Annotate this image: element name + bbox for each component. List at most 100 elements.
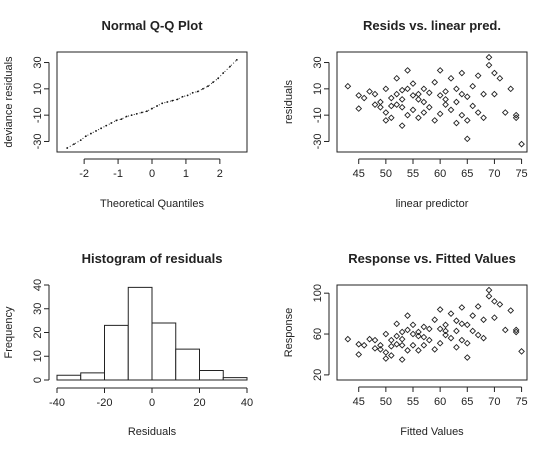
qq-point xyxy=(120,118,123,121)
scatter-point xyxy=(382,355,390,362)
histogram-bar xyxy=(151,322,177,381)
scatter-point xyxy=(480,334,487,342)
scatter-point xyxy=(393,332,401,340)
scatter-point xyxy=(474,331,482,339)
y-tick-label: 20 xyxy=(312,369,324,381)
scatter-point xyxy=(387,342,395,350)
scatter-point xyxy=(518,348,525,355)
qq-point xyxy=(166,101,169,103)
scatter-point xyxy=(425,89,433,97)
scatter-point xyxy=(371,90,379,98)
histogram-bar xyxy=(104,324,129,381)
qq-point xyxy=(95,130,97,132)
scatter-point xyxy=(512,114,520,122)
scatter-point xyxy=(458,90,466,98)
x-tick-label: 50 xyxy=(380,396,392,408)
scatter-point xyxy=(415,114,422,122)
scatter-point xyxy=(518,140,525,148)
qq-point xyxy=(161,102,164,105)
scatter-point xyxy=(398,328,406,336)
scatter-point xyxy=(404,67,411,74)
scatter-point xyxy=(436,325,444,333)
qq-point xyxy=(201,87,204,90)
scatter-point xyxy=(344,335,352,343)
y-tick-label: 60 xyxy=(312,328,324,340)
scatter-point xyxy=(453,343,460,351)
scatter-point xyxy=(409,92,417,99)
x-tick-label: -2 xyxy=(79,168,89,180)
qq-point xyxy=(217,77,220,80)
x-axis-label: linear predictor xyxy=(396,198,469,210)
scatter-point xyxy=(425,103,433,111)
scatter-point xyxy=(474,303,482,310)
scatter-point xyxy=(398,122,406,130)
scatter-point xyxy=(360,341,368,349)
scatter-point xyxy=(469,327,477,335)
y-axis-label: Frequency xyxy=(3,306,15,358)
scatter-point xyxy=(387,94,395,102)
qq-point xyxy=(105,124,108,127)
scatter-point xyxy=(447,334,455,342)
qq-point xyxy=(140,111,143,114)
scatter-point xyxy=(442,331,449,339)
scatter-point xyxy=(409,341,417,349)
scatter-point xyxy=(469,82,477,90)
qq-point xyxy=(181,95,184,98)
scatter-point xyxy=(409,330,417,338)
scatter-point xyxy=(431,78,439,86)
scatter-point xyxy=(501,109,509,116)
scatter-point xyxy=(398,335,406,343)
qq-point xyxy=(84,135,87,138)
y-tick-label: 30 xyxy=(32,303,44,315)
scatter-point xyxy=(404,347,411,354)
histogram-bar xyxy=(80,372,105,381)
scatter-point xyxy=(453,85,460,93)
scatter-point xyxy=(501,326,509,334)
x-axis-label: Fitted Values xyxy=(400,426,464,438)
scatter-point xyxy=(453,119,460,127)
scatter-point xyxy=(485,61,493,69)
scatter-point xyxy=(387,352,395,359)
scatter-point xyxy=(387,102,395,110)
scatter-point xyxy=(425,336,433,344)
scatter-point xyxy=(420,109,428,116)
x-tick-label: 20 xyxy=(193,397,205,409)
scatter-point xyxy=(382,85,390,93)
scatter-point xyxy=(436,92,444,99)
scatter-point xyxy=(474,109,482,116)
y-tick-label: 40 xyxy=(32,279,44,291)
scatter-point xyxy=(409,80,417,87)
qq-point xyxy=(135,112,138,115)
x-tick-label: -1 xyxy=(113,168,123,180)
scatter-point xyxy=(420,323,428,331)
chart-title: Normal Q-Q Plot xyxy=(101,18,203,33)
qq-point xyxy=(66,147,69,149)
scatter-point xyxy=(382,117,390,124)
scatter-point xyxy=(512,111,520,119)
scatter-point xyxy=(453,98,460,106)
histogram-bar xyxy=(199,370,224,381)
scatter-point xyxy=(366,335,373,343)
plot-frame xyxy=(336,51,528,153)
scatter-point xyxy=(415,332,422,340)
scatter-point xyxy=(387,114,395,122)
x-tick-label: -20 xyxy=(97,397,113,409)
scatter-point xyxy=(447,310,455,317)
scatter-point xyxy=(469,102,477,110)
x-tick-label: 60 xyxy=(434,396,446,408)
scatter-point xyxy=(344,82,352,90)
scatter-point xyxy=(480,114,487,122)
scatter-point xyxy=(371,344,379,352)
scatter-point xyxy=(366,88,373,95)
qq-point xyxy=(125,115,128,118)
scatter-point xyxy=(436,339,444,347)
scatter-point xyxy=(507,307,515,314)
scatter-point xyxy=(415,328,422,336)
x-tick-label: 0 xyxy=(149,397,155,409)
y-tick-label: 30 xyxy=(32,56,44,68)
scatter-point xyxy=(371,336,379,344)
qq-point xyxy=(222,72,225,74)
scatter-point xyxy=(420,98,428,106)
y-tick-label: -30 xyxy=(312,134,324,150)
